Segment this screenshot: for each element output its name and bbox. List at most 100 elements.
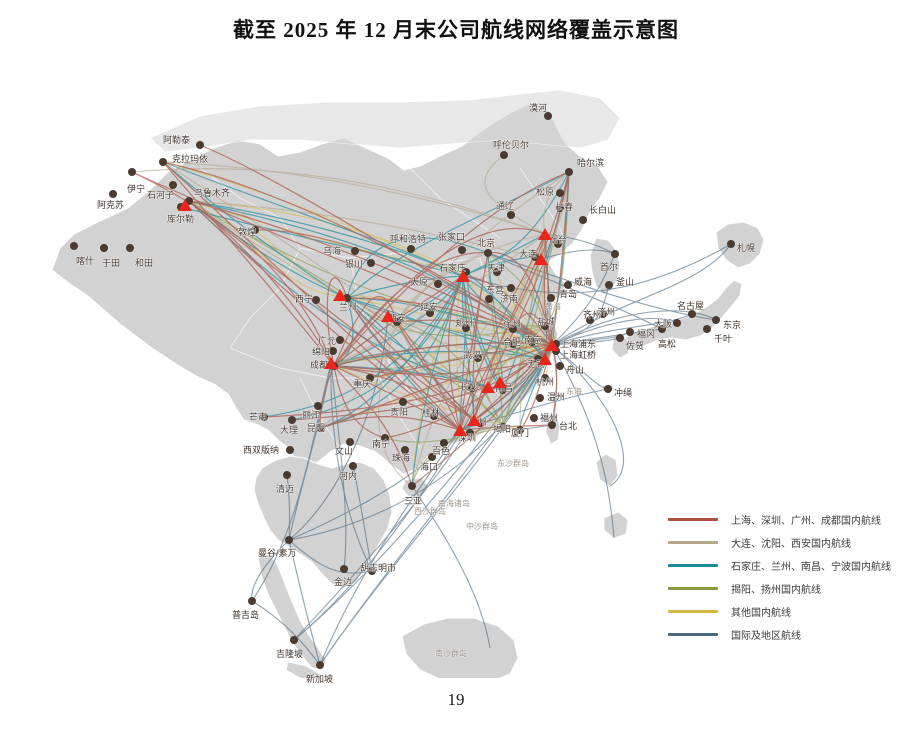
city-marker	[474, 354, 482, 362]
borneo-island	[401, 617, 519, 678]
hub-marker	[456, 270, 470, 282]
legend-jieyang-yangzhou: 揭阳、扬州国内航线	[668, 577, 893, 600]
city-marker	[329, 347, 337, 355]
city-marker	[548, 421, 556, 429]
city-marker	[368, 567, 376, 575]
city-marker	[507, 211, 515, 219]
city-marker	[316, 661, 324, 669]
city-marker	[316, 424, 324, 432]
malay-peninsula	[257, 553, 327, 671]
legend-label: 其他国内航线	[731, 608, 791, 619]
city-marker	[381, 434, 389, 442]
city-marker	[530, 414, 538, 422]
city-marker	[196, 141, 204, 149]
city-marker	[340, 565, 348, 573]
city-marker	[547, 294, 555, 302]
sumatra-island	[285, 661, 321, 678]
legend-international-regional: 国际及地区航线	[668, 623, 893, 646]
city-marker	[434, 280, 442, 288]
city-marker	[462, 324, 470, 332]
hub-marker	[493, 376, 507, 388]
city-marker	[509, 340, 517, 348]
city-marker	[401, 446, 409, 454]
legend-color-swatch	[668, 518, 718, 521]
legend-label: 大连、沈阳、西安国内航线	[731, 539, 851, 550]
city-marker	[484, 249, 492, 257]
city-marker	[159, 158, 167, 166]
hub-marker	[324, 357, 338, 369]
city-marker	[507, 284, 515, 292]
hub-marker	[534, 253, 548, 265]
legend-color-swatch	[668, 587, 718, 590]
city-marker	[260, 413, 268, 421]
city-marker	[466, 429, 474, 437]
city-marker	[541, 374, 549, 382]
city-marker	[703, 325, 711, 333]
city-marker	[251, 226, 259, 234]
legend-color-swatch	[668, 564, 718, 567]
city-marker	[288, 416, 296, 424]
city-marker	[712, 316, 720, 324]
city-marker	[393, 318, 401, 326]
city-marker	[516, 426, 524, 434]
city-marker	[100, 244, 108, 252]
legend-dalian-shenyang-xian: 大连、沈阳、西安国内航线	[668, 531, 893, 554]
hub-marker	[467, 414, 481, 426]
page-number: 19	[447, 690, 465, 709]
city-marker	[343, 294, 351, 302]
city-marker	[468, 384, 476, 392]
city-marker	[349, 462, 357, 470]
city-marker	[564, 281, 572, 289]
legend-label: 国际及地区航线	[731, 631, 801, 642]
city-marker	[248, 597, 256, 605]
hub-marker	[538, 228, 552, 240]
city-marker	[428, 453, 436, 461]
philippines-south	[603, 511, 629, 539]
city-marker	[544, 112, 552, 120]
city-marker	[351, 247, 359, 255]
hub-marker	[333, 289, 347, 301]
city-marker	[430, 412, 438, 420]
japan-honshu	[621, 279, 743, 351]
city-marker	[485, 295, 493, 303]
hub-marker	[178, 199, 192, 211]
city-marker	[70, 242, 78, 250]
city-marker	[367, 259, 375, 267]
city-marker	[499, 386, 507, 394]
city-marker	[556, 189, 564, 197]
japan-hokkaido	[715, 221, 765, 269]
city-marker	[604, 385, 612, 393]
legend-shanghai-shenzhen-guangzhou-chengdu: 上海、深圳、广州、成都国内航线	[668, 508, 893, 531]
city-marker	[314, 402, 322, 410]
city-marker	[556, 204, 564, 212]
hub-marker	[481, 381, 495, 393]
city-marker	[611, 250, 619, 258]
city-marker	[290, 636, 298, 644]
city-marker	[616, 334, 624, 342]
hub-marker	[453, 424, 467, 436]
legend-other-domestic: 其他国内航线	[668, 600, 893, 623]
page-title: 截至 2025 年 12 月末公司航线网络覆盖示意图	[233, 18, 679, 42]
city-marker	[599, 310, 607, 318]
landmass-layer	[51, 89, 765, 678]
hub-marker	[538, 353, 552, 365]
city-marker	[283, 471, 291, 479]
city-marker	[440, 439, 448, 447]
city-marker	[509, 325, 517, 333]
legend-label: 石家庄、兰州、南昌、宁波国内航线	[731, 562, 891, 573]
city-marker	[126, 244, 134, 252]
legend: 上海、深圳、广州、成都国内航线 大连、沈阳、西安国内航线石家庄、兰州、南昌、宁波国…	[668, 508, 893, 646]
city-marker	[688, 310, 696, 318]
city-marker	[605, 281, 613, 289]
legend-label: 揭阳、扬州国内航线	[731, 585, 821, 596]
city-marker	[286, 446, 294, 454]
legend-label: 上海、深圳、广州、成都国内航线	[731, 516, 881, 527]
city-marker	[673, 319, 681, 327]
city-marker	[426, 309, 434, 317]
city-marker	[541, 322, 549, 330]
city-marker	[626, 328, 634, 336]
city-marker	[493, 268, 501, 276]
city-marker	[727, 240, 735, 248]
city-marker	[579, 216, 587, 224]
